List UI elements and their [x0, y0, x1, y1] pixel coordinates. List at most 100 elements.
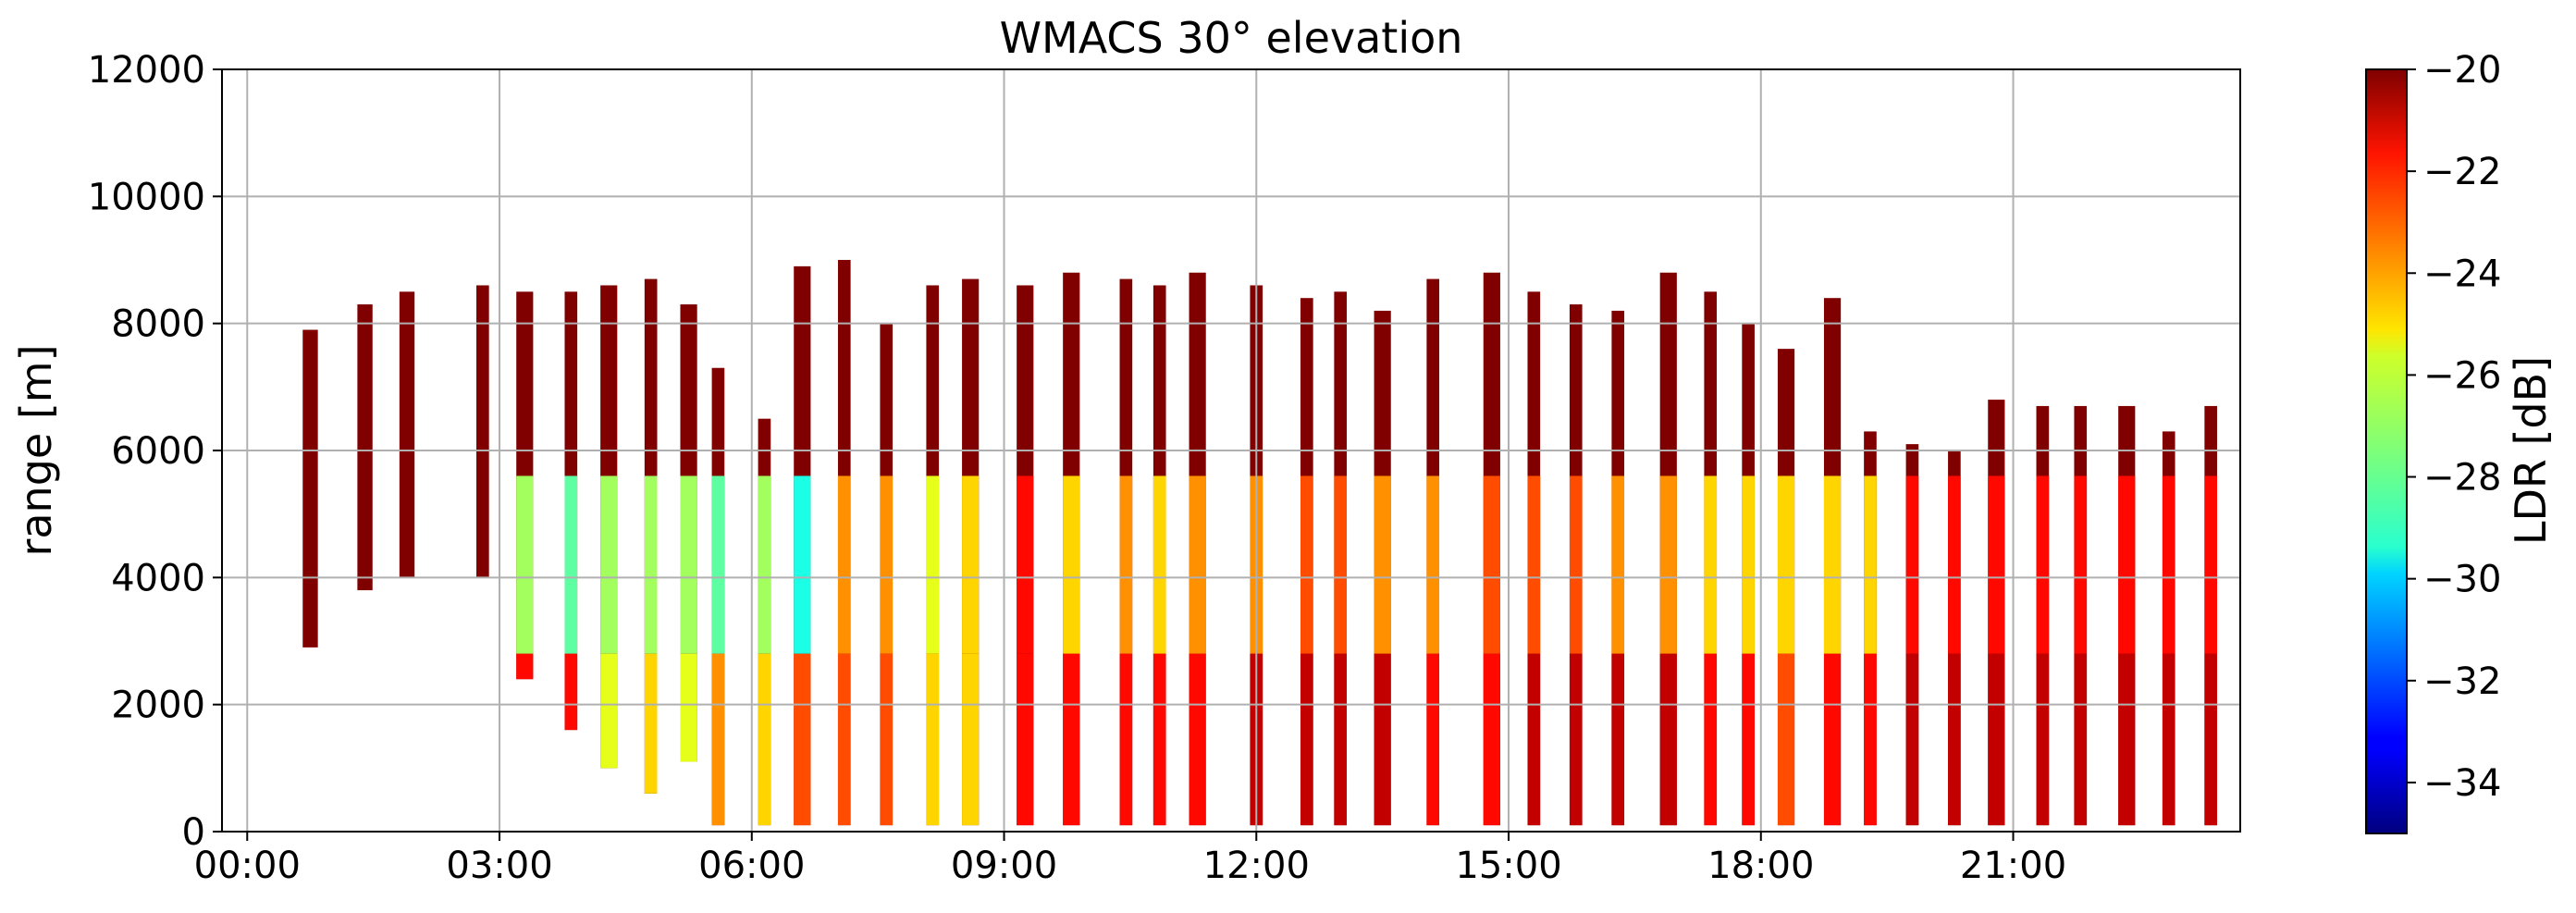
- data-column: [962, 278, 980, 826]
- rain-segment: [1483, 653, 1500, 826]
- rain-segment: [1823, 653, 1842, 826]
- data-column: [794, 265, 811, 826]
- y-axis-label: range [m]: [11, 344, 61, 556]
- rain-segment: [680, 653, 697, 762]
- data-column: [2162, 431, 2175, 826]
- x-tick-label: 09:00: [951, 845, 1057, 887]
- colorbar-label: LDR [dB]: [2506, 356, 2556, 545]
- ice-segment: [1659, 475, 1677, 654]
- data-column: [600, 285, 618, 769]
- data-column: [1988, 400, 2005, 826]
- colorbar-tick-label: −26: [2423, 354, 2501, 397]
- data-column: [302, 329, 318, 648]
- data-column: [564, 291, 578, 731]
- ice-segment: [962, 475, 980, 654]
- ice-segment: [1569, 475, 1583, 654]
- rain-segment: [1017, 653, 1034, 826]
- ice-segment: [2204, 475, 2217, 654]
- rain-segment: [1374, 653, 1391, 826]
- rain-segment: [1659, 653, 1677, 826]
- x-tick-label: 03:00: [446, 845, 552, 887]
- ice-segment: [1777, 475, 1795, 654]
- data-column: [2036, 405, 2050, 826]
- rain-segment: [880, 653, 894, 826]
- rain-segment: [516, 653, 534, 680]
- data-column: [644, 278, 658, 794]
- ice-segment: [564, 475, 578, 654]
- y-tick-label: 0: [182, 811, 205, 854]
- x-tick-label: 21:00: [1960, 845, 2066, 887]
- data-column: [1426, 278, 1440, 826]
- rain-segment: [1119, 653, 1133, 826]
- rain-segment: [600, 653, 618, 769]
- colorbar-tick-label: −34: [2423, 762, 2501, 805]
- x-tick-label: 15:00: [1455, 845, 1561, 887]
- data-column: [1742, 323, 1755, 826]
- rain-segment: [1189, 653, 1206, 826]
- ice-segment: [711, 475, 725, 654]
- data-column: [880, 323, 894, 826]
- rain-segment: [1569, 653, 1583, 826]
- ice-segment: [1300, 475, 1313, 654]
- data-column: [1300, 298, 1313, 826]
- data-column: [1063, 272, 1080, 826]
- data-column: [1864, 431, 1877, 826]
- ice-segment: [1704, 475, 1718, 654]
- rain-segment: [1777, 653, 1795, 826]
- rain-segment: [926, 653, 940, 826]
- colorbar-tick-label: −28: [2423, 457, 2501, 500]
- y-tick-label: 4000: [111, 557, 205, 599]
- ice-segment: [1017, 475, 1034, 654]
- rain-segment: [1742, 653, 1755, 826]
- ice-segment: [1334, 475, 1348, 654]
- y-tick-label: 10000: [88, 176, 205, 218]
- ice-segment: [1426, 475, 1440, 654]
- data-column: [399, 291, 415, 578]
- ice-segment: [1905, 475, 1919, 654]
- colorbar-tick-label: −30: [2423, 559, 2501, 601]
- ice-segment: [1742, 475, 1755, 654]
- ice-segment: [1823, 475, 1842, 654]
- data-column: [1905, 444, 1919, 826]
- colorbar: −20 −22 −24 −26 −28 −30 −32 −34: [2365, 49, 2501, 834]
- rain-segment: [1905, 653, 1919, 826]
- ice-segment: [2162, 475, 2175, 654]
- rain-segment: [1948, 653, 1961, 826]
- y-tick-label: 6000: [111, 430, 205, 473]
- cloud-segment: [357, 304, 373, 591]
- grid: [222, 68, 2240, 833]
- rain-segment: [711, 653, 725, 826]
- rain-segment: [758, 653, 771, 826]
- data-column: [1483, 272, 1500, 826]
- colorbar-gradient: [2365, 68, 2408, 834]
- data-column: [758, 418, 771, 826]
- ice-segment: [1119, 475, 1133, 654]
- chart-title: WMACS 30° elevation: [1000, 13, 1463, 63]
- rain-segment: [837, 653, 851, 826]
- rain-segment: [1063, 653, 1080, 826]
- x-tick-label: 12:00: [1203, 845, 1310, 887]
- colorbar-tick-label: −22: [2423, 151, 2501, 193]
- ice-segment: [926, 475, 940, 654]
- data-column: [837, 260, 851, 826]
- rain-segment: [1988, 653, 2005, 826]
- ice-segment: [2074, 475, 2088, 654]
- ice-segment: [2036, 475, 2050, 654]
- data-column: [1374, 310, 1391, 826]
- ice-segment: [1152, 475, 1166, 654]
- rain-segment: [962, 653, 980, 826]
- data-column: [711, 367, 725, 826]
- x-tick-label: 00:00: [194, 845, 301, 887]
- rain-segment: [2204, 653, 2217, 826]
- y-tick-label: 8000: [111, 303, 205, 346]
- colorbar-tick-label: −20: [2423, 49, 2501, 92]
- data-column: [1704, 291, 1718, 826]
- ice-segment: [1988, 475, 2005, 654]
- data-column: [1017, 285, 1034, 826]
- data-column: [926, 285, 940, 826]
- rain-segment: [564, 653, 578, 731]
- rain-segment: [1864, 653, 1877, 826]
- x-tick-label: 18:00: [1707, 845, 1814, 887]
- rain-segment: [2118, 653, 2136, 826]
